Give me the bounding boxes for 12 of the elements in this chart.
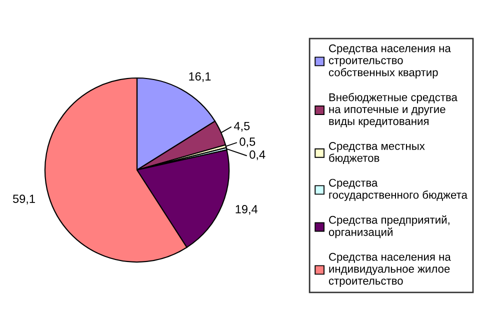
data-label: 19,4 <box>236 204 258 215</box>
data-label: 16,1 <box>189 72 211 82</box>
data-label: 0,5 <box>240 138 256 148</box>
legend-label: Средства населения на строительство собственных квартир <box>328 44 451 78</box>
legend-label: Средства предприятий, организаций <box>328 215 450 238</box>
legend-label: Внебюджетные средства на ипотечные и другие виды кредитования <box>329 92 458 128</box>
data-label: 0,4 <box>250 150 266 160</box>
legend-label: Средства государственного бюджета <box>329 178 468 201</box>
legend-label: Средства местных бюджетов <box>329 142 425 164</box>
data-label: 59,1 <box>12 194 35 204</box>
legend-label: Средства населения на индивидуальное жилое строительство <box>328 252 451 287</box>
data-label: 4,5 <box>234 122 250 132</box>
